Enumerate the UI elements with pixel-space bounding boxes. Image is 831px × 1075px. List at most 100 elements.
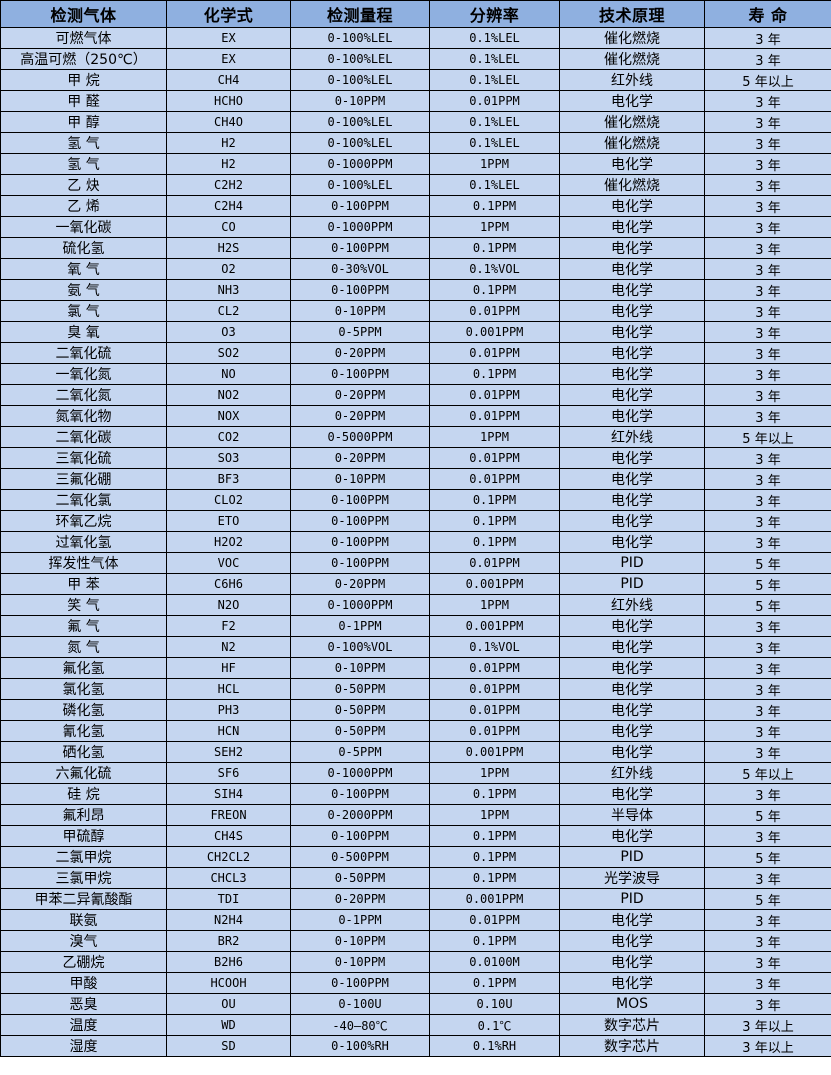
cell-res: 1PPM — [429, 594, 560, 616]
cell-range: 0-100PPM — [290, 510, 430, 532]
cell-range: 0-20PPM — [290, 888, 430, 910]
cell-life: 3 年 — [704, 993, 831, 1015]
cell-tech: 光学波导 — [559, 867, 705, 889]
cell-tech: 电化学 — [559, 825, 705, 847]
cell-life: 5 年 — [704, 594, 831, 616]
cell-gas: 硅 烷 — [0, 783, 167, 805]
cell-range: 0-1PPM — [290, 909, 430, 931]
cell-range: 0-50PPM — [290, 699, 430, 721]
cell-tech: 电化学 — [559, 279, 705, 301]
cell-formula: HCHO — [166, 90, 291, 112]
cell-life: 5 年 — [704, 888, 831, 910]
cell-tech: 电化学 — [559, 720, 705, 742]
cell-range: 0-20PPM — [290, 447, 430, 469]
cell-gas: 二氧化氮 — [0, 384, 167, 406]
cell-res: 1PPM — [429, 426, 560, 448]
cell-range: 0-100PPM — [290, 825, 430, 847]
table-row: 环氧乙烷 ETO 0-100PPM 0.1PPM 电化学 3 年 — [0, 510, 831, 532]
table-row: 氟 气 F2 0-1PPM 0.001PPM 电化学 3 年 — [0, 615, 831, 637]
cell-range: 0-100PPM — [290, 237, 430, 259]
cell-range: 0-30%VOL — [290, 258, 430, 280]
table-row: 氟化氢 HF 0-10PPM 0.01PPM 电化学 3 年 — [0, 657, 831, 679]
cell-tech: 电化学 — [559, 636, 705, 658]
cell-gas: 二氧化硫 — [0, 342, 167, 364]
cell-formula: SIH4 — [166, 783, 291, 805]
cell-gas: 三氟化硼 — [0, 468, 167, 490]
cell-life: 3 年 — [704, 657, 831, 679]
cell-life: 5 年以上 — [704, 762, 831, 784]
cell-formula: CL2 — [166, 300, 291, 322]
cell-formula: HF — [166, 657, 291, 679]
cell-gas: 六氟化硫 — [0, 762, 167, 784]
cell-range: 0-5PPM — [290, 321, 430, 343]
cell-tech: 电化学 — [559, 405, 705, 427]
cell-range: 0-100U — [290, 993, 430, 1015]
table-body: 可燃气体 EX 0-100%LEL 0.1%LEL 催化燃烧 3 年高温可燃（250℃） E… — [0, 27, 831, 1057]
cell-gas: 联氨 — [0, 909, 167, 931]
cell-formula: F2 — [166, 615, 291, 637]
cell-gas: 一氧化碳 — [0, 216, 167, 238]
cell-formula: FREON — [166, 804, 291, 826]
cell-res: 0.1%LEL — [429, 132, 560, 154]
cell-formula: CO2 — [166, 426, 291, 448]
cell-gas: 高温可燃（250℃） — [0, 48, 167, 70]
cell-formula: CLO2 — [166, 489, 291, 511]
cell-life: 5 年以上 — [704, 426, 831, 448]
cell-res: 0.1PPM — [429, 972, 560, 994]
table-row: 恶臭 OU 0-100U 0.10U MOS 3 年 — [0, 993, 831, 1015]
cell-gas: 环氧乙烷 — [0, 510, 167, 532]
cell-formula: CH4S — [166, 825, 291, 847]
cell-gas: 恶臭 — [0, 993, 167, 1015]
cell-tech: 红外线 — [559, 69, 705, 91]
cell-tech: 电化学 — [559, 237, 705, 259]
cell-res: 0.01PPM — [429, 300, 560, 322]
cell-formula: VOC — [166, 552, 291, 574]
cell-gas: 氟 气 — [0, 615, 167, 637]
cell-tech: 半导体 — [559, 804, 705, 826]
cell-tech: 电化学 — [559, 489, 705, 511]
cell-res: 0.01PPM — [429, 468, 560, 490]
cell-res: 0.1PPM — [429, 783, 560, 805]
cell-range: 0-100PPM — [290, 972, 430, 994]
cell-res: 0.1%VOL — [429, 636, 560, 658]
table-row: 六氟化硫 SF6 0-1000PPM 1PPM 红外线 5 年以上 — [0, 762, 831, 784]
cell-res: 0.1%LEL — [429, 174, 560, 196]
cell-res: 0.01PPM — [429, 342, 560, 364]
cell-formula: SO3 — [166, 447, 291, 469]
table-row: 磷化氢 PH3 0-50PPM 0.01PPM 电化学 3 年 — [0, 699, 831, 721]
cell-range: 0-2000PPM — [290, 804, 430, 826]
cell-range: 0-100PPM — [290, 279, 430, 301]
cell-life: 3 年 — [704, 447, 831, 469]
table-row: 溴气 BR2 0-10PPM 0.1PPM 电化学 3 年 — [0, 930, 831, 952]
column-header-tech: 技术原理 — [559, 0, 705, 28]
column-header-life: 寿 命 — [704, 0, 831, 28]
cell-tech: 催化燃烧 — [559, 27, 705, 49]
cell-tech: PID — [559, 888, 705, 910]
table-row: 甲酸 HCOOH 0-100PPM 0.1PPM 电化学 3 年 — [0, 972, 831, 994]
cell-range: 0-20PPM — [290, 384, 430, 406]
cell-gas: 氰化氢 — [0, 720, 167, 742]
column-header-res: 分辨率 — [429, 0, 560, 28]
cell-tech: 电化学 — [559, 384, 705, 406]
cell-range: 0-100PPM — [290, 195, 430, 217]
cell-life: 3 年 — [704, 342, 831, 364]
cell-formula: PH3 — [166, 699, 291, 721]
cell-life: 3 年 — [704, 153, 831, 175]
cell-gas: 氮 气 — [0, 636, 167, 658]
cell-res: 0.1%VOL — [429, 258, 560, 280]
cell-tech: 电化学 — [559, 195, 705, 217]
cell-life: 3 年 — [704, 783, 831, 805]
cell-life: 3 年 — [704, 930, 831, 952]
cell-life: 3 年 — [704, 636, 831, 658]
cell-life: 3 年以上 — [704, 1035, 831, 1057]
cell-formula: CH4O — [166, 111, 291, 133]
cell-gas: 湿度 — [0, 1035, 167, 1057]
cell-tech: 催化燃烧 — [559, 48, 705, 70]
cell-res: 1PPM — [429, 804, 560, 826]
cell-formula: H2O2 — [166, 531, 291, 553]
cell-life: 3 年 — [704, 867, 831, 889]
cell-range: 0-100PPM — [290, 783, 430, 805]
cell-res: 0.1%LEL — [429, 27, 560, 49]
cell-formula: CO — [166, 216, 291, 238]
